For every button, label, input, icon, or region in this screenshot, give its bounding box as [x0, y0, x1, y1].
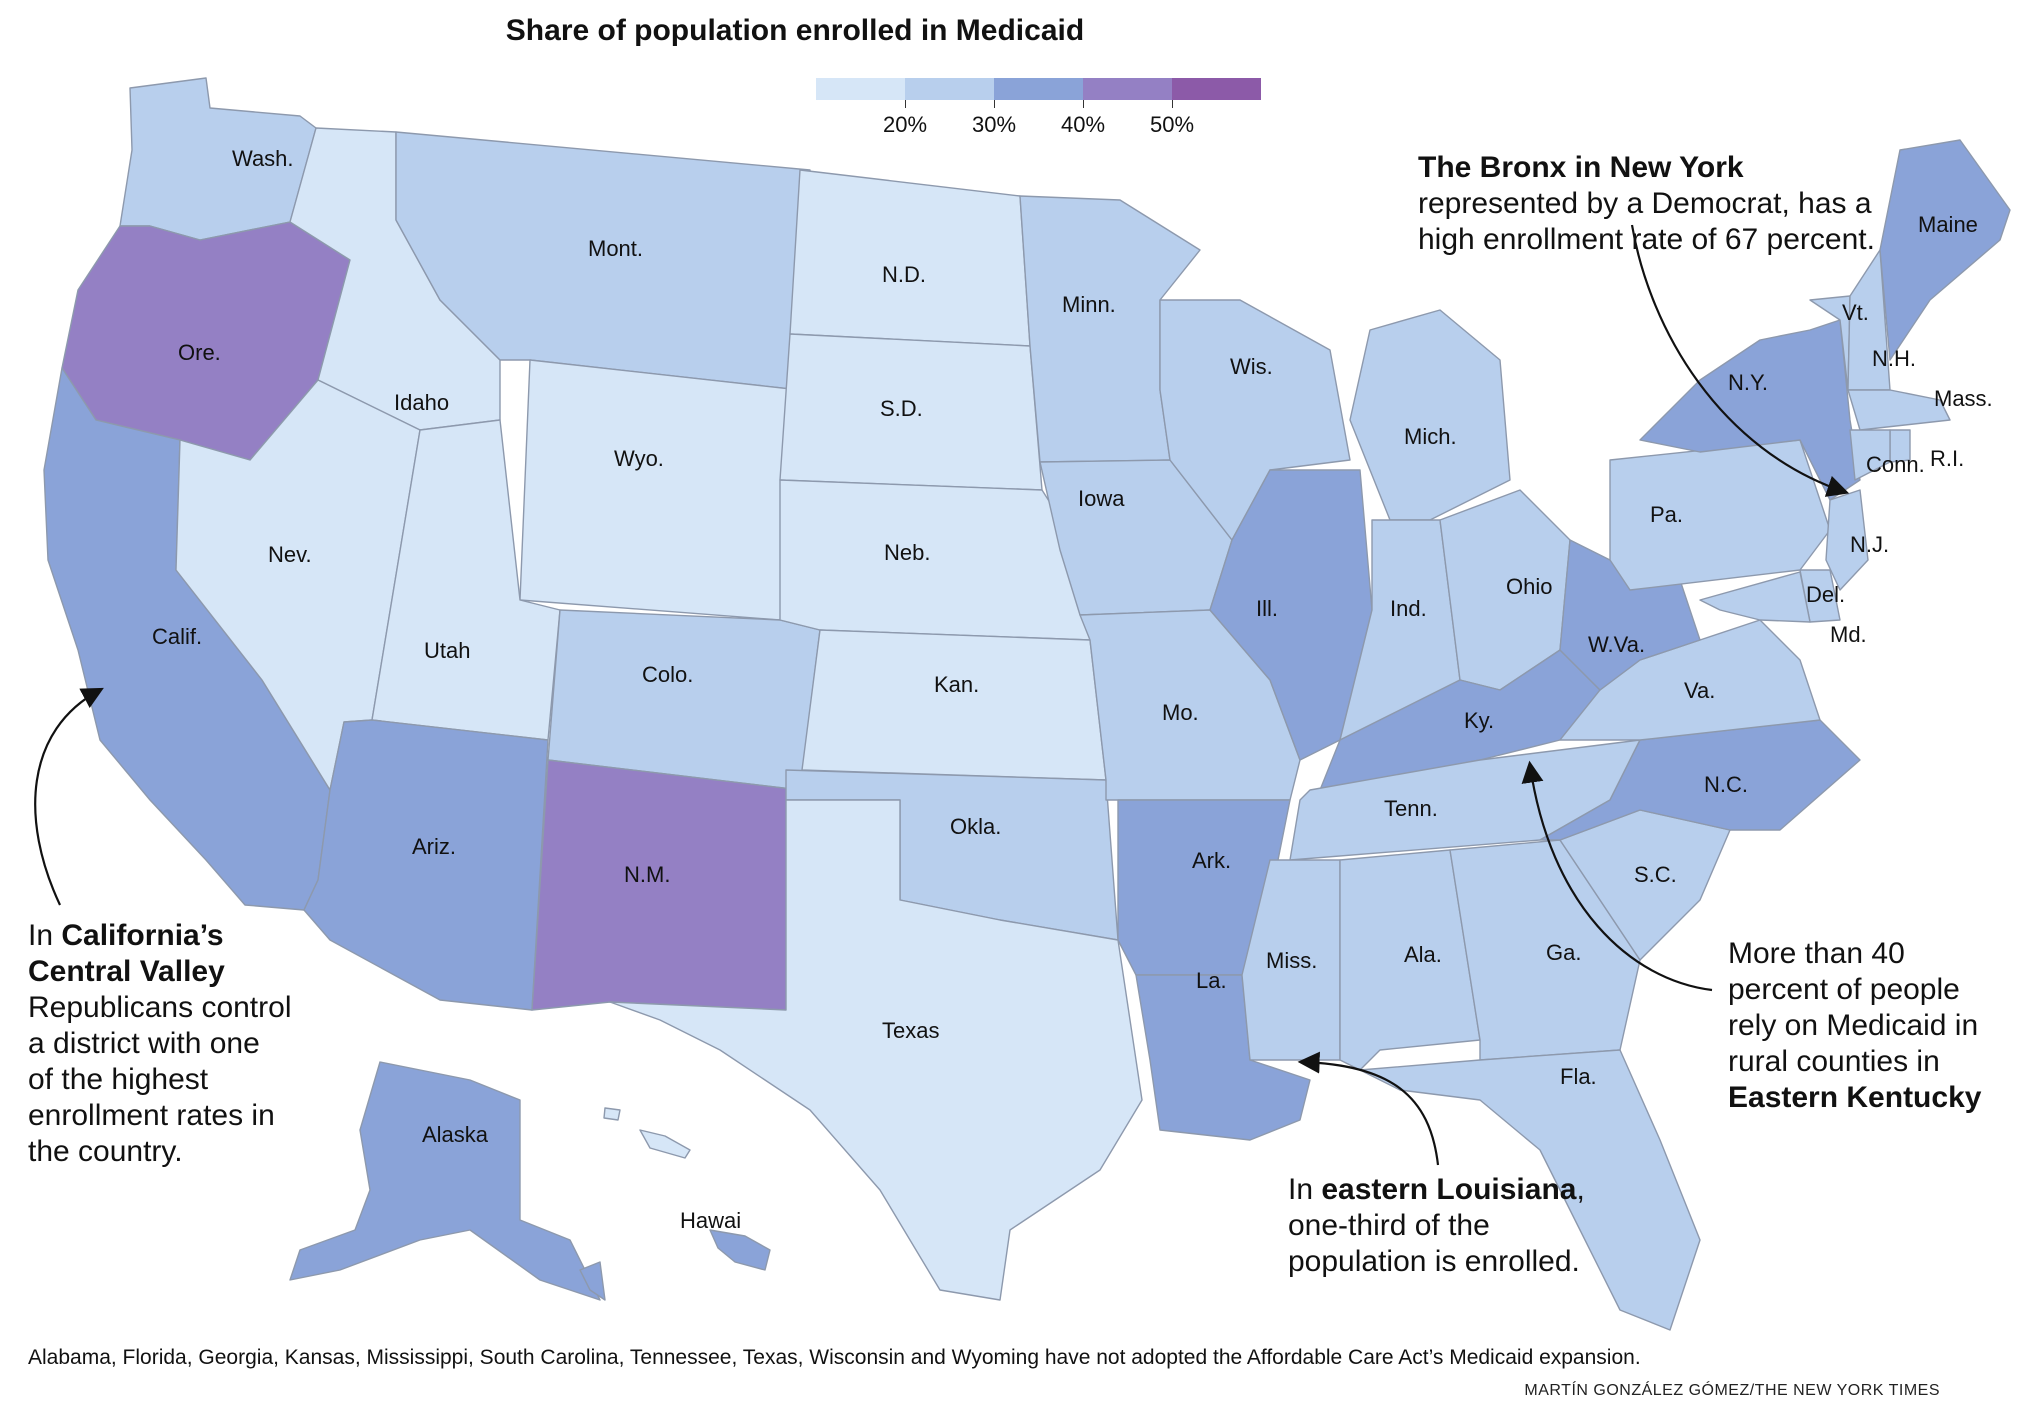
state-label-or: Ore.	[178, 340, 221, 365]
state-nj	[1825, 489, 1869, 591]
state-label-nv: Nev.	[268, 542, 312, 567]
legend-tick	[994, 100, 995, 108]
state-label-al: Ala.	[1404, 942, 1442, 967]
state-label-ms: Miss.	[1266, 948, 1318, 973]
state-label-ct: Conn.	[1866, 452, 1925, 477]
state-az	[303, 719, 549, 1011]
state-label-id: Idaho	[394, 390, 450, 415]
hawaii-island-kauai	[603, 1107, 621, 1121]
state-ks	[801, 629, 1107, 781]
state-label-ks: Kan.	[934, 672, 980, 697]
state-label-nd: N.D.	[882, 262, 926, 287]
legend-tick	[1172, 100, 1173, 108]
state-label-mo: Mo.	[1162, 700, 1199, 725]
state-label-mt: Mont.	[588, 236, 644, 261]
state-ma	[1847, 389, 1951, 431]
state-mi	[1349, 309, 1511, 521]
state-label-hi: Hawai	[680, 1208, 742, 1233]
hawaii-island-west	[639, 1129, 691, 1159]
state-label-co: Colo.	[642, 662, 694, 687]
state-hi	[709, 1229, 771, 1271]
state-label-ma: Mass.	[1934, 386, 1993, 411]
state-label-wa: Wash.	[232, 146, 294, 171]
legend-tick	[905, 100, 906, 108]
legend-tick-label: 50%	[1149, 112, 1195, 137]
legend-tick-label: 40%	[1060, 112, 1106, 137]
legend-tick-label: 20%	[882, 112, 928, 137]
state-label-md: Md.	[1830, 622, 1867, 647]
state-md	[1699, 571, 1811, 623]
state-label-me: Maine	[1918, 212, 1978, 237]
state-label-wv: W.Va.	[1588, 632, 1646, 657]
state-label-sc: S.C.	[1634, 862, 1677, 887]
state-label-sd: S.D.	[880, 396, 923, 421]
map-title: Share of population enrolled in Medicaid	[505, 14, 1085, 47]
legend-swatch-3	[1083, 78, 1172, 100]
state-label-ga: Ga.	[1546, 940, 1582, 965]
legend-tick-label: 30%	[971, 112, 1017, 137]
state-nc	[1539, 719, 1861, 841]
state-label-ri: R.I.	[1930, 446, 1965, 471]
state-label-ia: Iowa	[1078, 486, 1125, 511]
state-co	[547, 609, 821, 791]
louisiana-annotation: In eastern Louisiana, one-third of the p…	[1288, 1173, 1585, 1278]
bronx-arrow	[1630, 224, 1850, 497]
state-label-nh: N.H.	[1872, 346, 1916, 371]
state-label-fl: Fla.	[1560, 1064, 1597, 1089]
color-legend: 20% 30% 40% 50%	[816, 78, 1261, 137]
state-label-tn: Tenn.	[1384, 796, 1438, 821]
kentucky-annotation: More than 40 percent of people rely on M…	[1728, 937, 1982, 1114]
state-label-ky: Ky.	[1464, 708, 1495, 733]
state-tx	[609, 799, 1143, 1301]
bronx-annotation: The Bronx in New York represented by a D…	[1418, 151, 1875, 256]
state-label-ne: Neb.	[884, 540, 931, 565]
state-label-ar: Ark.	[1192, 848, 1232, 873]
legend-swatch-1	[905, 78, 994, 100]
state-label-vt: Vt.	[1842, 300, 1869, 325]
state-nd	[789, 169, 1031, 347]
state-ne	[779, 479, 1091, 641]
state-label-nj: N.J.	[1850, 532, 1890, 557]
legend-swatch-4	[1172, 78, 1261, 100]
state-label-ca: Calif.	[152, 624, 203, 649]
state-label-ak: Alaska	[422, 1122, 489, 1147]
state-label-ut: Utah	[424, 638, 471, 663]
state-label-az: Ariz.	[412, 834, 456, 859]
footnote: Alabama, Florida, Georgia, Kansas, Missi…	[28, 1346, 1641, 1369]
state-label-mi: Mich.	[1404, 424, 1457, 449]
legend-swatch-2	[994, 78, 1083, 100]
state-label-mn: Minn.	[1062, 292, 1116, 317]
state-label-ok: Okla.	[950, 814, 1002, 839]
legend-tick	[1083, 100, 1084, 108]
state-label-pa: Pa.	[1650, 502, 1684, 527]
state-label-tx: Texas	[882, 1018, 940, 1043]
state-fl	[1359, 1049, 1701, 1331]
louisiana-arrow	[1297, 1051, 1440, 1166]
state-label-de: Del.	[1806, 582, 1846, 607]
state-label-ny: N.Y.	[1728, 370, 1768, 395]
state-label-nm: N.M.	[624, 862, 671, 887]
state-label-va: Va.	[1684, 678, 1716, 703]
legend-swatch-0	[816, 78, 905, 100]
state-label-nc: N.C.	[1704, 772, 1748, 797]
state-label-il: Ill.	[1256, 596, 1278, 621]
state-label-oh: Ohio	[1506, 574, 1553, 599]
state-ms	[1241, 859, 1341, 1061]
alaska-panhandle-island	[579, 1261, 606, 1301]
credit-line: MARTÍN GONZÁLEZ GÓMEZ/THE NEW YORK TIMES	[1524, 1382, 1940, 1399]
california-arrow	[34, 687, 104, 906]
state-ak	[289, 1061, 601, 1301]
state-ct	[1849, 429, 1891, 481]
state-label-la: La.	[1196, 968, 1227, 993]
state-label-in: Ind.	[1390, 596, 1427, 621]
state-me	[1879, 139, 2011, 361]
state-label-wy: Wyo.	[614, 446, 664, 471]
state-pa	[1609, 439, 1831, 591]
state-ny	[1639, 319, 1861, 501]
california-annotation: In California’s Central Valley Republica…	[28, 919, 292, 1168]
kentucky-arrow	[1521, 760, 1713, 992]
state-wy	[519, 359, 801, 621]
state-label-wi: Wis.	[1230, 354, 1273, 379]
